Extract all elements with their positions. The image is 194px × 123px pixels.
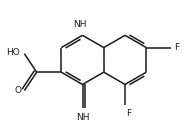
Text: F: F [126,109,131,118]
Text: F: F [174,43,179,52]
Text: O: O [14,86,21,95]
Text: HO: HO [6,48,20,57]
Text: NH: NH [74,20,87,29]
Text: NH: NH [76,113,89,122]
